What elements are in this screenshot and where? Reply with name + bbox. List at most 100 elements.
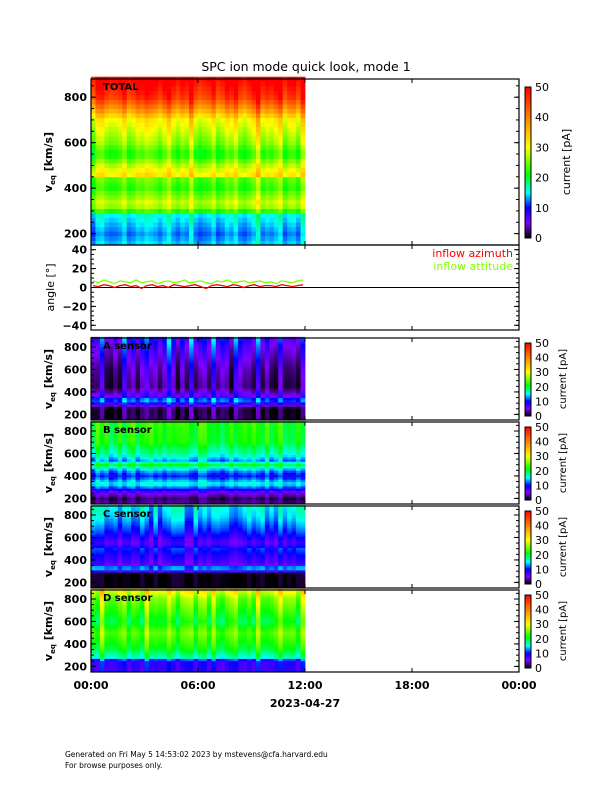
spectrogram-cell — [91, 366, 96, 369]
spectrogram-cell — [189, 348, 194, 351]
spectrogram-cell — [131, 341, 136, 345]
spectrogram-cell — [180, 154, 186, 159]
spectrogram-cell — [162, 456, 168, 460]
spectrogram-cell — [122, 432, 128, 435]
spectrogram-cell — [198, 477, 203, 480]
spectrogram-cell — [291, 411, 297, 414]
spectrogram-cell — [148, 388, 154, 392]
spectrogram-cell — [278, 395, 284, 398]
spectrogram-cell — [108, 497, 114, 500]
spectrogram-cell — [126, 85, 132, 91]
spectrogram-cell — [273, 359, 279, 362]
spectrogram-cell — [282, 81, 288, 87]
spectrogram-cell — [171, 461, 177, 464]
spectrogram-cell — [104, 423, 110, 426]
spectrogram-cell — [287, 122, 293, 128]
spectrogram-cell — [162, 379, 168, 383]
spectrogram-cell — [198, 345, 203, 349]
spectrogram-cell — [117, 443, 123, 446]
spectrogram-cell — [233, 465, 239, 469]
spectrogram-cell — [95, 486, 101, 489]
spectrogram-cell — [233, 144, 239, 150]
spectrogram-cell — [117, 339, 123, 342]
spectrogram-cell — [104, 343, 110, 347]
spectrogram-cell — [229, 144, 235, 150]
spectrogram-cell — [162, 415, 168, 419]
spectrogram-cell — [180, 477, 186, 480]
spectrogram-cell — [144, 477, 150, 480]
spectrogram-cell — [95, 481, 101, 485]
spectrogram-cell — [206, 231, 212, 237]
spectrogram-cell — [153, 235, 159, 241]
spectrogram-cell — [140, 140, 145, 146]
spectrogram-cell — [282, 343, 288, 347]
spectrogram-cell — [220, 379, 226, 383]
spectrogram-cell — [282, 167, 288, 173]
spectrogram-cell — [238, 459, 243, 462]
spectrogram-cell — [135, 395, 141, 398]
spectrogram-cell — [148, 390, 154, 394]
spectrogram-cell — [162, 452, 168, 455]
spectrogram-cell — [180, 415, 186, 419]
spectrogram-cell — [108, 443, 114, 446]
spectrogram-cell — [99, 429, 105, 433]
spectrogram-cell — [171, 408, 177, 412]
spectrogram-cell — [99, 176, 105, 182]
spectrogram-cell — [278, 402, 284, 405]
spectrogram-cell — [95, 411, 101, 414]
spectrogram-cell — [175, 379, 181, 383]
spectrogram-cell — [198, 413, 203, 416]
spectrogram-cell — [99, 131, 105, 137]
spectrogram-cell — [171, 222, 177, 228]
spectrogram-cell — [171, 434, 177, 438]
spectrogram-cell — [91, 194, 96, 200]
spectrogram-cell — [126, 226, 132, 232]
spectrogram-cell — [278, 370, 284, 374]
spectrogram-cell — [238, 384, 243, 387]
spectrogram-cell — [148, 384, 154, 387]
spectrogram-cell — [229, 481, 235, 485]
spectrogram-cell — [113, 388, 119, 392]
spectrogram-cell — [99, 501, 105, 505]
spectrogram-cell — [166, 438, 172, 442]
spectrogram-cell — [264, 226, 270, 232]
spectrogram-cell — [211, 490, 217, 494]
spectrogram-cell — [131, 432, 136, 435]
spectrogram-cell — [131, 468, 136, 471]
spectrogram-cell — [108, 404, 114, 407]
spectrogram-cell — [171, 441, 177, 444]
spectrogram-cell — [189, 441, 194, 444]
spectrogram-cell — [184, 470, 190, 473]
spectrogram-cell — [113, 452, 119, 455]
spectrogram-cell — [162, 352, 168, 356]
spectrogram-cell — [140, 154, 145, 159]
spectrogram-cell — [166, 370, 172, 374]
spectrogram-cell — [247, 144, 252, 150]
spectrogram-cell — [189, 379, 194, 383]
spectrogram-cell — [131, 363, 136, 367]
spectrogram-cell — [175, 461, 181, 464]
spectrogram-cell — [166, 163, 172, 169]
spectrogram-cell — [255, 411, 261, 414]
spectrogram-cell — [189, 390, 194, 394]
spectrogram-cell — [144, 363, 150, 367]
spectrogram-cell — [255, 181, 261, 187]
spectrogram-cell — [211, 181, 217, 187]
spectrogram-cell — [180, 359, 186, 362]
spectrogram-cell — [251, 359, 257, 362]
spectrogram-cell — [144, 113, 150, 119]
spectrogram-cell — [113, 350, 119, 354]
spectrogram-cell — [144, 368, 150, 371]
spectrogram-cell — [126, 240, 132, 246]
spectrogram-cell — [247, 368, 252, 371]
spectrogram-cell — [175, 94, 181, 100]
spectrogram-cell — [224, 379, 230, 383]
spectrogram-cell — [95, 359, 101, 362]
spectrogram-cell — [255, 144, 261, 150]
spectrogram-cell — [140, 479, 145, 482]
spectrogram-cell — [255, 167, 261, 173]
spectrogram-cell — [260, 413, 266, 416]
spectrogram-cell — [180, 140, 186, 146]
spectrogram-cell — [184, 454, 190, 458]
spectrogram-cell — [108, 357, 114, 360]
